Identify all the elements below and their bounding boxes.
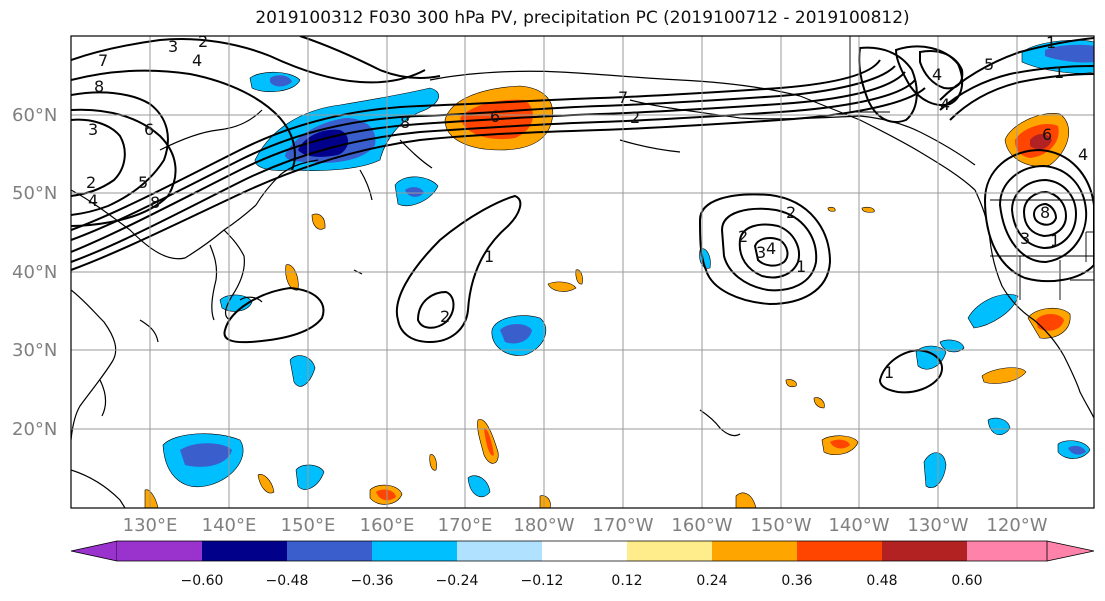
- lon-axis: 130°E 140°E 150°E 160°E 170°E 180°W 170°…: [123, 515, 1048, 536]
- contour-label: 8: [1040, 203, 1050, 222]
- contour-label: 6: [490, 107, 500, 126]
- contour-label: 8: [400, 113, 410, 132]
- contour-labels: 2 3 4 7 8 3 6 2 4 5 8 6 8 7 2 2 1 2 2 1 …: [86, 32, 1088, 382]
- colorbar-label: −0.24: [436, 573, 479, 589]
- lat-label: 30°N: [12, 340, 57, 361]
- colorbar-swatch: [1046, 540, 1095, 562]
- contour-label: 6: [144, 120, 154, 139]
- colorbar-label: 0.24: [696, 573, 727, 589]
- admin-borders: [849, 36, 1094, 300]
- lat-label: 40°N: [12, 262, 57, 283]
- contour-label: 5: [138, 173, 148, 192]
- contour-label: 1: [484, 247, 494, 266]
- colorbar-swatch: [287, 541, 372, 561]
- colorbar-swatch: [712, 541, 797, 561]
- contour-label: 2: [86, 173, 96, 192]
- contour-label: 8: [94, 77, 104, 96]
- lon-label: 150°E: [281, 515, 336, 536]
- colorbar-label: 0.36: [781, 573, 812, 589]
- colorbar-swatch: [372, 541, 457, 561]
- colorbar-swatch: [627, 541, 712, 561]
- colorbar-swatch: [117, 541, 202, 561]
- contour-label: 4: [932, 65, 942, 84]
- colorbar-label: −0.36: [351, 573, 394, 589]
- contour-label: 2: [440, 307, 450, 326]
- lon-label: 150°W: [750, 515, 811, 536]
- colorbar: −0.60 −0.48 −0.36 −0.24 −0.12 0.12 0.24 …: [70, 540, 1095, 589]
- contour-label: 5: [984, 55, 994, 74]
- lon-label: 170°E: [438, 515, 493, 536]
- contour-label: 4: [766, 239, 776, 258]
- colorbar-swatch: [202, 541, 287, 561]
- lon-label: 160°E: [360, 515, 415, 536]
- colorbar-swatch: [882, 541, 967, 561]
- colorbar-swatch: [457, 541, 542, 561]
- contour-label: 3: [168, 37, 178, 56]
- contour-label: 2: [630, 108, 640, 127]
- coastlines: [71, 70, 1094, 508]
- lat-label: 60°N: [12, 105, 57, 126]
- lat-label: 20°N: [12, 419, 57, 440]
- lon-label: 170°W: [592, 515, 653, 536]
- colorbar-label: −0.48: [266, 573, 309, 589]
- contour-label: 1: [884, 363, 894, 382]
- lon-label: 120°W: [986, 515, 1047, 536]
- colorbar-label: −0.12: [521, 573, 564, 589]
- colorbar-swatch: [542, 541, 627, 561]
- lat-axis: 60°N 50°N 40°N 30°N 20°N: [12, 105, 57, 440]
- lon-label: 140°E: [202, 515, 257, 536]
- contour-label: 4: [940, 95, 950, 114]
- contour-label: 4: [88, 191, 98, 210]
- contour-label: 3: [88, 120, 98, 139]
- map-frame: [70, 35, 1095, 509]
- contour-label: 2: [738, 227, 748, 246]
- colorbar-swatch: [797, 541, 882, 561]
- contour-label: 2: [198, 32, 208, 51]
- contour-label: 7: [98, 51, 108, 70]
- pv-contours: [71, 36, 1094, 394]
- colorbar-label: 0.12: [611, 573, 642, 589]
- contour-label: 1: [1046, 33, 1056, 52]
- map-title: 2019100312 F030 300 hPa PV, precipitatio…: [255, 8, 910, 28]
- contour-label: 4: [1078, 145, 1088, 164]
- contour-label: 1: [1050, 231, 1060, 250]
- colorbar-label: 0.48: [866, 573, 897, 589]
- colorbar-label: 0.60: [951, 573, 982, 589]
- contour-label: 7: [618, 88, 628, 107]
- graticule: [71, 36, 1094, 508]
- lon-label: 130°E: [123, 515, 178, 536]
- contour-label: 3: [1020, 229, 1030, 248]
- lon-label: 160°W: [671, 515, 732, 536]
- colorbar-swatch: [967, 541, 1047, 561]
- contour-label: 8: [150, 193, 160, 212]
- contour-label: 3: [756, 243, 766, 262]
- contour-label: 6: [1042, 125, 1052, 144]
- contour-label: 1: [796, 257, 806, 276]
- lon-label: 140°W: [828, 515, 889, 536]
- colorbar-label: −0.60: [181, 573, 224, 589]
- contour-label: 1: [1054, 63, 1064, 82]
- lon-label: 180°W: [513, 515, 574, 536]
- lat-label: 50°N: [12, 183, 57, 204]
- colorbar-swatch: [70, 540, 118, 562]
- contour-label: 4: [192, 51, 202, 70]
- lon-label: 130°W: [907, 515, 968, 536]
- contour-label: 2: [786, 203, 796, 222]
